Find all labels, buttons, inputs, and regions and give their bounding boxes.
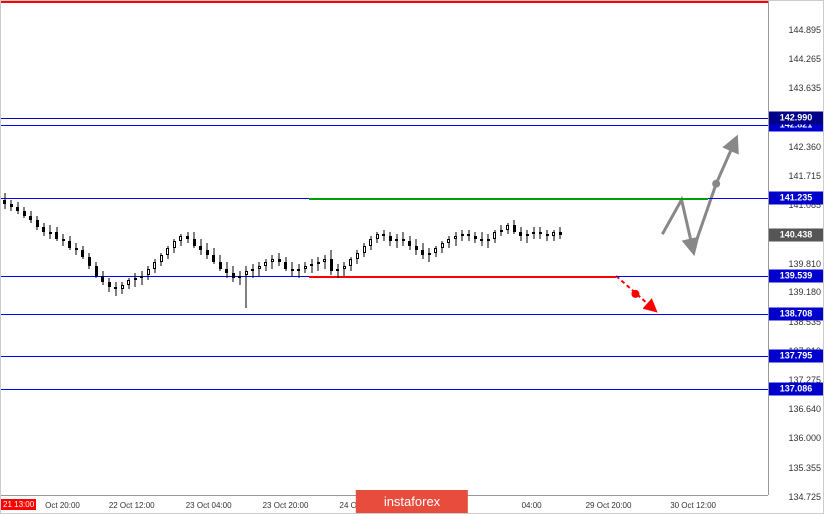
chart-container: 134.725135.355136.000136.640137.275137.9… bbox=[0, 0, 824, 514]
y-tick-label: 136.000 bbox=[788, 433, 821, 443]
level-label: 138.708 bbox=[769, 308, 823, 321]
y-tick-label: 142.360 bbox=[788, 142, 821, 152]
y-tick-label: 134.725 bbox=[788, 492, 821, 502]
x-tick-label: 30 Oct 12:00 bbox=[670, 501, 716, 510]
arrow-gray_up bbox=[716, 140, 735, 184]
y-axis: 134.725135.355136.000136.640137.275137.9… bbox=[768, 1, 823, 495]
x-tick-label: Oct 20:00 bbox=[45, 501, 80, 510]
level-label: 142.990 bbox=[769, 111, 823, 124]
y-tick-label: 144.265 bbox=[788, 54, 821, 64]
level-label: 139.539 bbox=[769, 270, 823, 283]
plot-area[interactable] bbox=[1, 1, 768, 495]
y-tick-label: 135.355 bbox=[788, 463, 821, 473]
range-line bbox=[309, 198, 709, 200]
horizontal-level-line bbox=[1, 125, 768, 126]
x-tick-label: 29 Oct 20:00 bbox=[586, 501, 632, 510]
level-label: 137.086 bbox=[769, 382, 823, 395]
x-tick-label-start: 21 13:00 bbox=[1, 499, 36, 510]
horizontal-level-line bbox=[1, 118, 768, 119]
range-line bbox=[309, 276, 617, 278]
arrows-layer bbox=[1, 1, 768, 495]
level-label: 137.795 bbox=[769, 350, 823, 363]
arrow-gray_connect bbox=[693, 184, 716, 251]
y-tick-label: 139.180 bbox=[788, 287, 821, 297]
y-tick-label: 141.715 bbox=[788, 171, 821, 181]
watermark: instaforex bbox=[356, 490, 468, 513]
y-tick-label: 139.810 bbox=[788, 259, 821, 269]
watermark-text: instaforex bbox=[384, 494, 440, 509]
horizontal-level-line bbox=[1, 314, 768, 315]
x-tick-label: 04:00 bbox=[522, 501, 542, 510]
level-label: 141.235 bbox=[769, 192, 823, 205]
y-tick-label: 136.640 bbox=[788, 404, 821, 414]
arrow-dot-gray_up bbox=[712, 180, 720, 188]
y-tick-label: 144.895 bbox=[788, 25, 821, 35]
horizontal-level-line bbox=[1, 1, 768, 3]
arrow-red_down bbox=[616, 276, 654, 310]
arrow-gray_zigzag bbox=[662, 200, 693, 250]
arrow-dot-red_down bbox=[631, 290, 639, 298]
horizontal-level-line bbox=[1, 356, 768, 357]
x-tick-label: 23 Oct 20:00 bbox=[263, 501, 309, 510]
x-tick-label: 22 Oct 12:00 bbox=[109, 501, 155, 510]
y-tick-label: 143.635 bbox=[788, 83, 821, 93]
current-price-label: 140.438 bbox=[769, 228, 823, 241]
horizontal-level-line bbox=[1, 389, 768, 390]
x-tick-label: 23 Oct 04:00 bbox=[186, 501, 232, 510]
